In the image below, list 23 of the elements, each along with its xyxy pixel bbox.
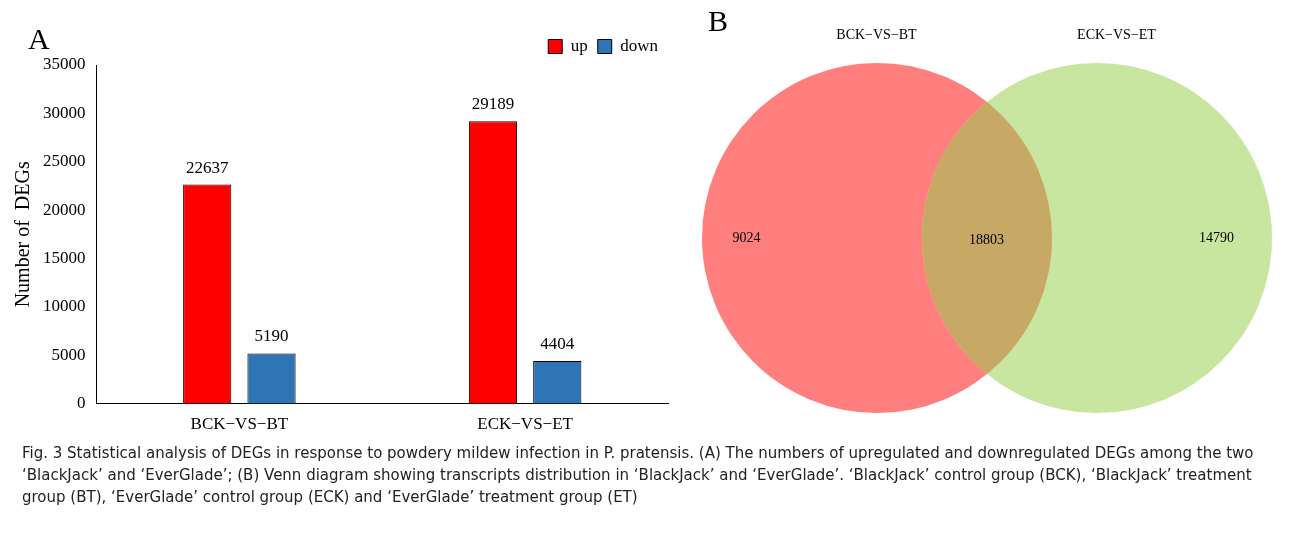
text: ECK−VS−ET: [1077, 27, 1156, 43]
y-tick-label: 15000: [43, 247, 86, 267]
caption: Fig. 3 Statistical analysis of DEGs in response to powdery mildew infection in P. pratensis. (A) The numbers of upregulated and downregulated DEGs among the two ‘BlackJack’ and ‘EverGlade’; (B) Venn diagram showing transcripts distribution in ‘BlackJack’ and ‘EverGlade’. ‘BlackJack’ control group (BCK), ‘BlackJack’ treatment group (BT), ‘EverGlade’ control group (ECK) and ‘EverGlade’ treatment group (ET): [21, 443, 1255, 508]
y-tick-label: 5000: [51, 344, 86, 364]
y-tick-label: 35000: [43, 54, 86, 74]
data-label: 29189: [471, 94, 515, 114]
data-label: 18803: [969, 232, 1004, 248]
text: B: [708, 4, 729, 38]
chart-title: A: [28, 21, 50, 55]
y-tick-label: 20000: [43, 199, 86, 219]
data-label: 4404: [540, 333, 575, 353]
data-label: 22637: [185, 157, 229, 177]
data-label: 14790: [1199, 230, 1234, 246]
y-tick-label: 0: [77, 393, 86, 413]
data-label: 9024: [732, 230, 761, 246]
legend-label: up: [570, 35, 588, 55]
y-tick-label: 30000: [43, 102, 86, 122]
y-tick-label: 10000: [43, 296, 86, 316]
legend-label: down: [620, 35, 659, 55]
data-label: 5190: [254, 326, 289, 346]
y-tick-label: 25000: [43, 151, 86, 171]
text: BCK−VS−BT: [836, 27, 917, 43]
y-axis-title: Number of DEGs: [11, 161, 34, 308]
